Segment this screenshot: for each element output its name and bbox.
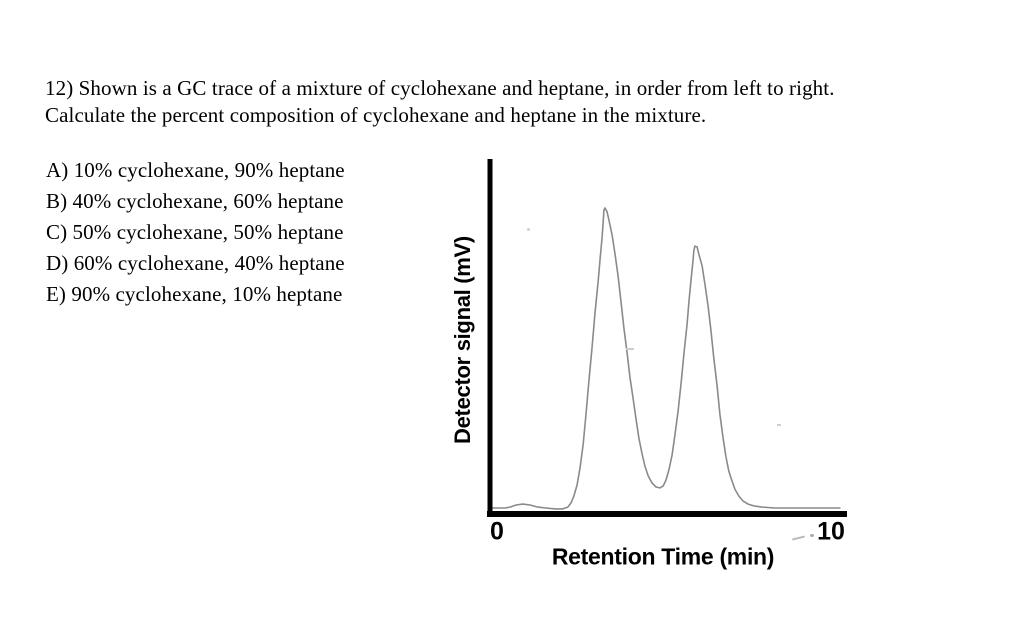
question-text: 12) Shown is a GC trace of a mixture of …	[45, 75, 985, 129]
question-line-2: Calculate the percent composition of cyc…	[45, 103, 707, 127]
option-d: D) 60% cyclohexane, 40% heptane	[46, 251, 345, 275]
gc-trace-curve	[491, 207, 841, 510]
scan-artifact	[810, 534, 814, 537]
scan-artifact	[791, 535, 806, 541]
option-e: E) 90% cyclohexane, 10% heptane	[46, 282, 343, 306]
option-c: C) 50% cyclohexane, 50% heptane	[46, 220, 344, 244]
x-tick-label-10: 10	[817, 517, 845, 546]
x-axis-label: Retention Time (min)	[551, 543, 775, 570]
option-b: B) 40% cyclohexane, 60% heptane	[46, 189, 344, 213]
x-tick-label-0: 0	[490, 517, 504, 546]
gc-trace-chart	[487, 159, 847, 517]
y-axis-label: Detector signal (mV)	[450, 236, 475, 444]
question-line-1: 12) Shown is a GC trace of a mixture of …	[45, 76, 835, 100]
answer-options: A) 10% cyclohexane, 90% heptane B) 40% c…	[46, 155, 345, 310]
option-a: A) 10% cyclohexane, 90% heptane	[46, 158, 345, 182]
